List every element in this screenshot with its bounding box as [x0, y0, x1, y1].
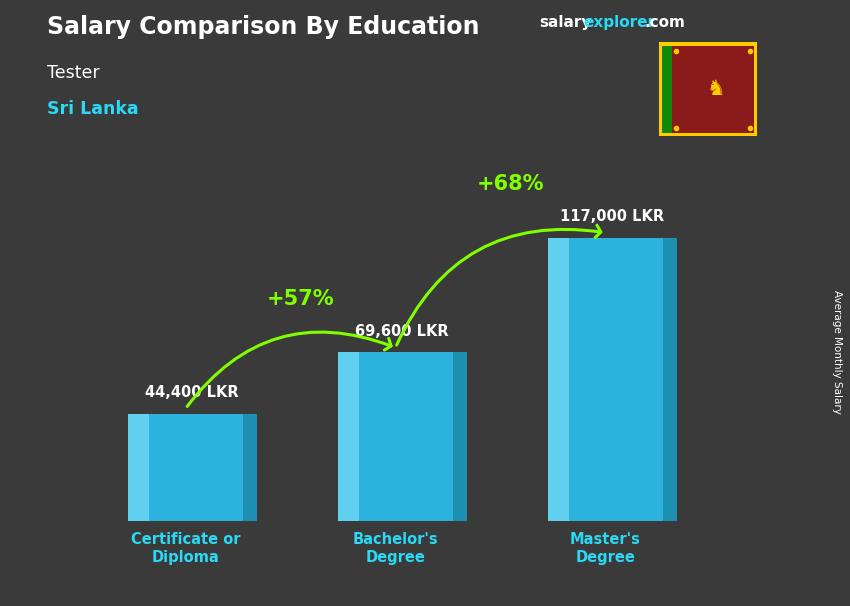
Polygon shape [547, 238, 663, 521]
Text: Average Monthly Salary: Average Monthly Salary [832, 290, 842, 413]
Text: .com: .com [644, 15, 685, 30]
Text: 117,000 LKR: 117,000 LKR [560, 209, 664, 224]
Text: explorer: explorer [583, 15, 655, 30]
Bar [661, 46, 672, 133]
Polygon shape [128, 413, 243, 521]
Bar [672, 46, 754, 133]
Text: salary: salary [540, 15, 592, 30]
Text: ♞: ♞ [707, 79, 726, 99]
Polygon shape [243, 413, 257, 521]
Polygon shape [663, 238, 677, 521]
Text: Tester: Tester [47, 64, 99, 82]
Text: +68%: +68% [477, 174, 545, 195]
Text: Salary Comparison By Education: Salary Comparison By Education [47, 15, 479, 39]
Polygon shape [547, 238, 569, 521]
Bar [661, 46, 672, 133]
Text: +57%: +57% [267, 289, 335, 309]
Polygon shape [453, 353, 467, 521]
Text: 44,400 LKR: 44,400 LKR [145, 385, 239, 400]
Polygon shape [337, 353, 453, 521]
Text: 69,600 LKR: 69,600 LKR [355, 324, 449, 339]
Polygon shape [337, 353, 359, 521]
Polygon shape [128, 413, 149, 521]
Text: Sri Lanka: Sri Lanka [47, 100, 139, 118]
